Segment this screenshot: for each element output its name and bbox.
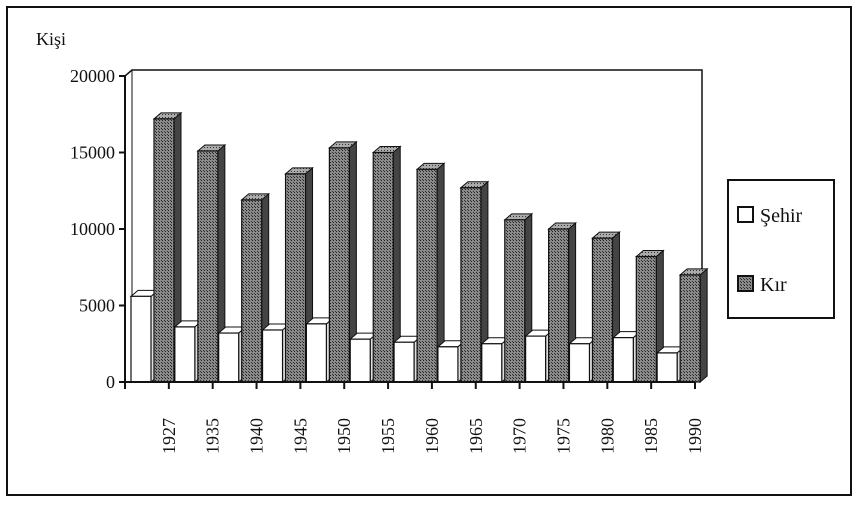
bars-group xyxy=(129,111,709,384)
bar-sehir-1960 xyxy=(393,341,415,383)
bar-sehir-1940 xyxy=(218,332,240,383)
bar-kir-1935 xyxy=(197,150,219,383)
bar-sehir-1985 xyxy=(612,337,634,383)
legend-swatch-sehir xyxy=(737,206,754,223)
legend-label-kir: Kır xyxy=(760,274,787,296)
bar-sehir-1980 xyxy=(568,343,591,383)
bar-sehir-1965 xyxy=(437,346,459,383)
axes-group: 0 5000 10000 15000 20000 1927 1935 1940 1945 1950… xyxy=(70,66,705,454)
bar-kir-1960 xyxy=(416,168,438,383)
bar-sehir-1945 xyxy=(261,329,284,383)
bar-kir-1965 xyxy=(460,187,482,383)
legend-box xyxy=(727,179,835,319)
y-tick-label: 0 xyxy=(106,372,115,392)
x-tick-label: 1970 xyxy=(510,418,530,454)
x-tick-label: 1935 xyxy=(203,418,223,454)
x-tick-label: 1980 xyxy=(597,418,617,454)
bar-sehir-1935 xyxy=(174,326,196,383)
legend-label-sehir: Şehir xyxy=(760,205,803,227)
x-tick-label: 1960 xyxy=(422,418,442,454)
x-tick-label: 1985 xyxy=(641,418,661,454)
x-tick-label: 1950 xyxy=(334,418,354,454)
y-axis-label: Kişi xyxy=(36,29,66,49)
x-tick-label: 1945 xyxy=(290,418,310,454)
chart-frame xyxy=(6,6,852,496)
x-tick-label: 1965 xyxy=(466,418,486,454)
bar-kir-1970 xyxy=(504,219,526,383)
bar-kir-1940 xyxy=(241,199,263,383)
bar-sehir-1990 xyxy=(656,352,678,383)
y-tick-label: 20000 xyxy=(70,66,115,86)
bar-sehir-1927 xyxy=(130,295,152,383)
bar-kir-1945 xyxy=(284,173,307,383)
x-tick-label: 1975 xyxy=(553,418,573,454)
bar-kir-1980 xyxy=(591,237,614,383)
x-tick-label: 1990 xyxy=(685,418,705,454)
bar-sehir-1970 xyxy=(481,343,503,383)
x-tick-label: 1927 xyxy=(159,418,179,454)
bar-kir-1927 xyxy=(153,118,175,383)
bar-side-kir-1990 xyxy=(699,267,708,384)
bar-kir-1975 xyxy=(548,228,570,383)
legend-swatch-kir xyxy=(737,275,754,292)
y-tick-label: 5000 xyxy=(79,296,115,316)
bar-kir-1985 xyxy=(635,255,657,383)
y-tick-label: 10000 xyxy=(70,219,115,239)
x-tick-label: 1955 xyxy=(378,418,398,454)
bar-kir-1990 xyxy=(679,274,701,383)
bar-kir-1950 xyxy=(328,147,350,383)
bar-sehir-1955 xyxy=(349,338,371,383)
bar-sehir-1950 xyxy=(305,323,327,383)
bar-sehir-1975 xyxy=(525,335,547,383)
x-tick-label: 1940 xyxy=(247,418,267,454)
y-tick-label: 15000 xyxy=(70,143,115,163)
bar-kir-1955 xyxy=(372,151,394,383)
legend: Şehir Kır xyxy=(727,179,835,319)
